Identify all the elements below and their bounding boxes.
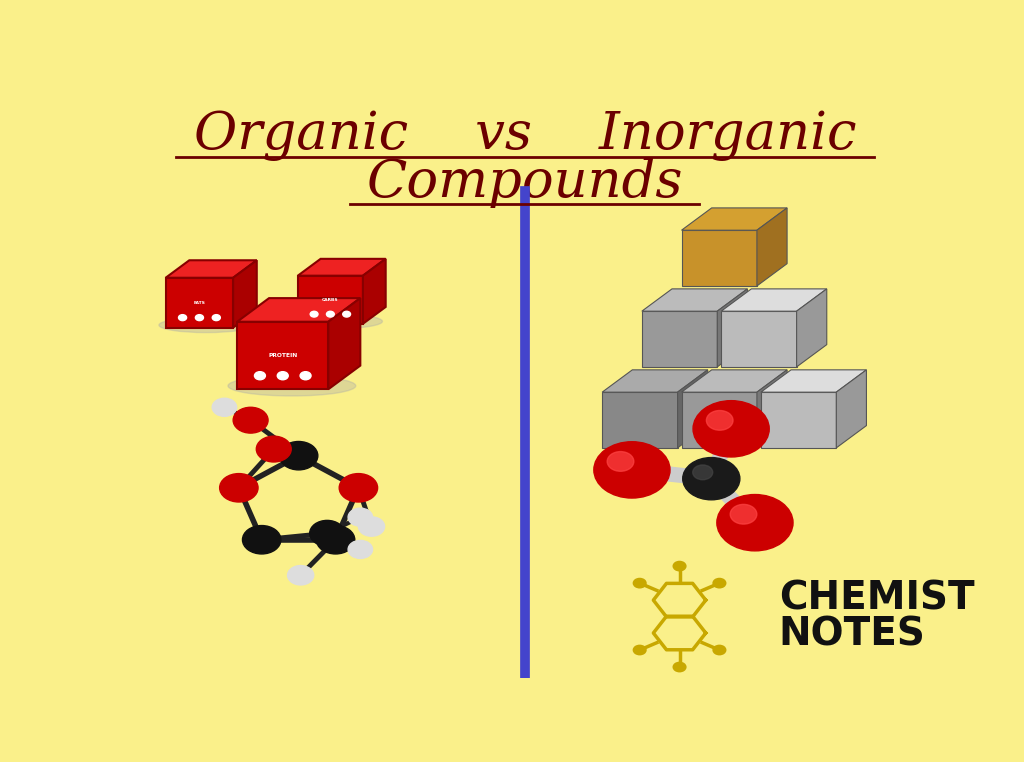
Circle shape (316, 526, 354, 554)
Polygon shape (797, 289, 826, 367)
Circle shape (300, 372, 311, 379)
Text: NOTES: NOTES (778, 615, 926, 653)
Circle shape (673, 562, 686, 571)
Polygon shape (233, 261, 257, 328)
Text: CHEMIST: CHEMIST (778, 580, 975, 618)
Circle shape (594, 442, 670, 498)
Polygon shape (329, 298, 360, 389)
Ellipse shape (228, 376, 355, 396)
Circle shape (707, 411, 733, 431)
Circle shape (327, 312, 334, 317)
Circle shape (243, 526, 281, 554)
Circle shape (309, 520, 345, 546)
Circle shape (683, 457, 740, 500)
Circle shape (713, 645, 726, 655)
Circle shape (633, 645, 646, 655)
Polygon shape (682, 208, 787, 230)
Polygon shape (602, 392, 678, 448)
Circle shape (343, 312, 350, 317)
Ellipse shape (291, 314, 382, 328)
Circle shape (310, 312, 318, 317)
Circle shape (607, 452, 634, 471)
Circle shape (233, 407, 268, 433)
Polygon shape (166, 261, 257, 277)
Polygon shape (642, 311, 717, 367)
Circle shape (673, 662, 686, 672)
Polygon shape (678, 370, 708, 448)
Circle shape (692, 465, 713, 480)
Polygon shape (298, 259, 386, 276)
Polygon shape (761, 392, 837, 448)
Circle shape (178, 315, 186, 321)
Polygon shape (757, 370, 787, 448)
Polygon shape (721, 311, 797, 367)
Polygon shape (238, 322, 329, 389)
Polygon shape (837, 370, 866, 448)
Text: PROTEIN: PROTEIN (268, 353, 297, 358)
Polygon shape (757, 208, 787, 286)
Polygon shape (298, 276, 362, 324)
Circle shape (348, 508, 373, 527)
Circle shape (717, 495, 793, 551)
Polygon shape (642, 289, 748, 311)
Circle shape (633, 578, 646, 588)
Circle shape (278, 372, 288, 379)
Circle shape (256, 436, 291, 462)
Ellipse shape (159, 318, 253, 332)
Circle shape (212, 399, 237, 416)
Text: FATS: FATS (194, 301, 206, 305)
Polygon shape (602, 370, 708, 392)
Circle shape (348, 540, 373, 559)
Polygon shape (682, 230, 757, 286)
Polygon shape (761, 370, 866, 392)
Polygon shape (721, 289, 826, 311)
Circle shape (196, 315, 204, 321)
Circle shape (280, 441, 317, 470)
Circle shape (219, 474, 258, 502)
Circle shape (339, 474, 378, 502)
Text: Organic    vs    Inorganic: Organic vs Inorganic (194, 110, 856, 161)
Circle shape (713, 578, 726, 588)
Polygon shape (682, 392, 757, 448)
Text: Compounds: Compounds (367, 157, 683, 208)
Polygon shape (166, 277, 233, 328)
Circle shape (254, 372, 265, 379)
Circle shape (212, 315, 220, 321)
Polygon shape (682, 370, 787, 392)
Polygon shape (717, 289, 748, 367)
Polygon shape (238, 298, 360, 322)
Polygon shape (362, 259, 386, 324)
Text: CARBS: CARBS (323, 298, 339, 302)
Circle shape (693, 401, 769, 457)
Circle shape (730, 504, 757, 524)
Circle shape (288, 565, 313, 585)
Circle shape (358, 517, 385, 536)
